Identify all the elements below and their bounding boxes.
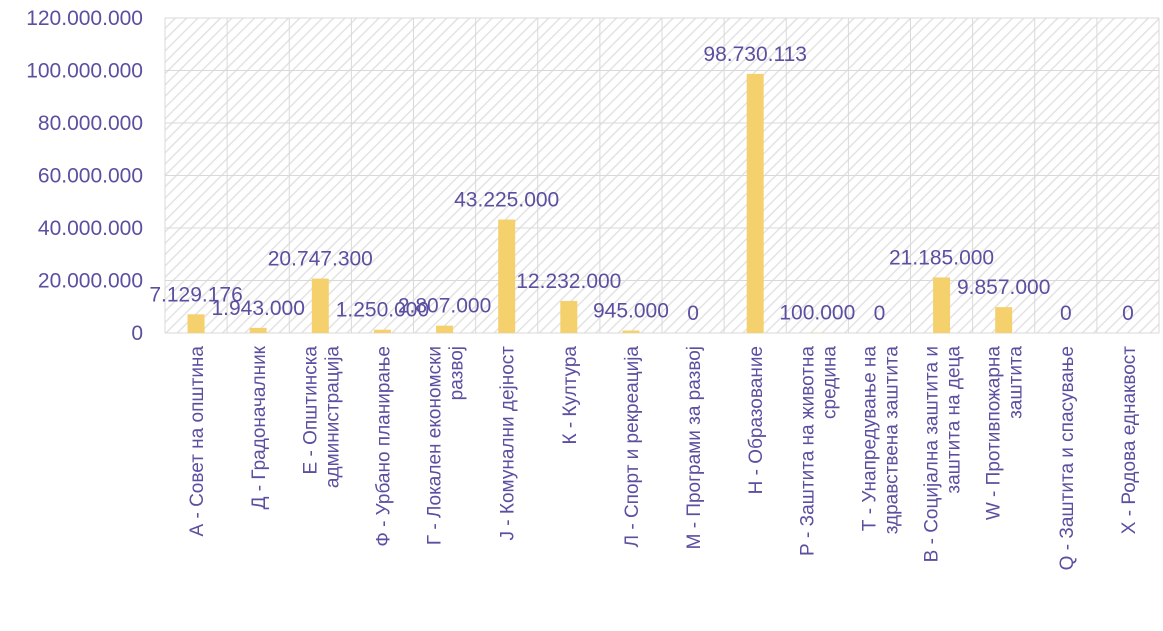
- x-tick-label: К - Култура: [560, 346, 581, 445]
- data-label: 0: [1122, 302, 1134, 325]
- x-tick-label-line: Ј - Комунални дејност: [498, 346, 519, 541]
- y-tick-label: 60.000.000: [38, 165, 143, 188]
- x-tick-label: Л - Спорт и рекреација: [622, 346, 643, 548]
- x-tick-label-line: Е - Општинска: [300, 346, 321, 475]
- x-tick-label: W - Противпожарна заштита: [984, 346, 1027, 521]
- x-tick-label-line: В - Социјална заштита и: [922, 346, 943, 562]
- x-tick-label-line: средина: [819, 346, 840, 419]
- data-label: 0: [1060, 302, 1072, 325]
- data-label: 7.129.176: [149, 283, 242, 306]
- x-tick-label-line: заштита: [1006, 346, 1027, 419]
- bar: [373, 329, 391, 333]
- x-tick-label-line: К - Култура: [560, 346, 581, 445]
- bar: [187, 314, 205, 333]
- x-tick-label-line: Р - Заштита на животна: [797, 346, 818, 556]
- x-tick-label: А - Совет на општина: [187, 346, 208, 537]
- bar: [933, 277, 951, 333]
- data-label: 43.225.000: [454, 189, 559, 212]
- x-tick-label: Т - Унапредување на здравствена заштита: [859, 346, 902, 535]
- x-tick-label-line: Т - Унапредување на: [859, 346, 880, 532]
- data-label: 9.857.000: [957, 276, 1050, 299]
- y-tick-label: 0: [131, 322, 143, 345]
- x-tick-label-line: Л - Спорт и рекреација: [622, 346, 643, 548]
- x-tick-label-line: администрација: [322, 346, 343, 488]
- bar: [249, 327, 267, 333]
- x-tick-label-line: развој: [447, 346, 468, 400]
- x-tick-label: Е - Општинска администрација: [300, 346, 343, 488]
- data-label: 0: [687, 302, 699, 325]
- data-label: 1.943.000: [211, 297, 304, 320]
- bars: [187, 73, 1013, 334]
- x-tick-label-line: М - Програми за развој: [684, 346, 705, 549]
- data-label: 1.250.000: [336, 299, 429, 322]
- bar: [498, 219, 516, 333]
- bar: [622, 330, 640, 333]
- x-tick-label-line: заштита на деца: [944, 346, 965, 494]
- x-tick-label: Н - Образование: [746, 346, 767, 494]
- x-tick-label: Ј - Комунални дејност: [498, 346, 519, 541]
- data-label: 12.232.000: [516, 270, 621, 293]
- data-label: 0: [874, 302, 886, 325]
- data-label: 100.000: [779, 302, 855, 325]
- data-label: 2.807.000: [398, 295, 491, 318]
- x-tick-label: Ф - Урбано планирање: [373, 346, 394, 547]
- x-tick-label-line: Q - Заштита и спасување: [1057, 346, 1078, 570]
- data-label: 945.000: [593, 300, 669, 323]
- x-tick-label-line: Х - Родова еднаквост: [1119, 346, 1140, 534]
- x-tick-label-line: Ф - Урбано планирање: [373, 346, 394, 547]
- y-tick-label: 100.000.000: [26, 60, 143, 83]
- x-tick-label-line: Н - Образование: [746, 346, 767, 494]
- x-tick-label-line: Г - Локален економски: [425, 346, 446, 545]
- x-tick-label: Д - Градоначалник: [249, 345, 270, 509]
- bar: [746, 73, 764, 334]
- x-tick-label-line: А - Совет на општина: [187, 346, 208, 537]
- data-label: 20.747.300: [268, 248, 373, 271]
- gridlines: [164, 17, 1160, 334]
- x-tick-label: Х - Родова еднаквост: [1119, 346, 1140, 534]
- data-label: 21.185.000: [889, 246, 994, 269]
- y-tick-label: 80.000.000: [38, 112, 143, 135]
- bar: [311, 278, 329, 333]
- x-tick-label: Q - Заштита и спасување: [1057, 346, 1078, 570]
- x-tick-label: М - Програми за развој: [684, 346, 705, 549]
- y-tick-label: 20.000.000: [38, 270, 143, 293]
- x-tick-label: Р - Заштита на животна средина: [797, 346, 840, 556]
- y-axis: 0 20.000.000 40.000.000 60.000.000 80.000.00…: [26, 7, 143, 345]
- y-tick-label: 120.000.000: [26, 7, 143, 30]
- x-tick-label: Г - Локален економски развој: [425, 346, 468, 545]
- y-tick-label: 40.000.000: [38, 217, 143, 240]
- x-tick-label: В - Социјална заштита и заштита на деца: [922, 346, 965, 563]
- x-tick-label-line: Д - Градоначалник: [249, 345, 270, 509]
- x-axis: А - Совет на општина Д - Градоначалник Е -…: [187, 345, 1140, 570]
- bar: [560, 300, 578, 333]
- bar: [436, 325, 454, 333]
- data-label: 98.730.113: [703, 43, 807, 66]
- bar: [995, 307, 1013, 333]
- x-tick-label-line: здравствена заштита: [881, 346, 902, 535]
- x-tick-label-line: W - Противпожарна: [984, 346, 1005, 521]
